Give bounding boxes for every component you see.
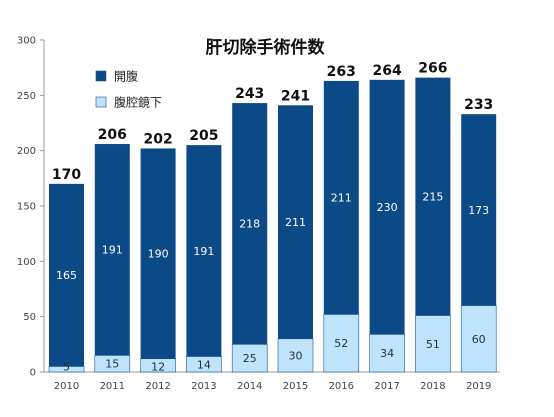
x-tick-label: 2013 xyxy=(191,381,216,392)
y-ticks: 0 50 100 150 200 250 300 xyxy=(17,36,44,379)
y-tick-label: 250 xyxy=(17,91,36,102)
y-tick-label: 200 xyxy=(17,146,36,157)
bar-segment-open xyxy=(94,144,130,356)
bars: 5 165 170 15 191 206 12 190 202 14 191 205 25 218 243 3… xyxy=(48,61,497,374)
data-label-open: 230 xyxy=(377,201,398,214)
y-tick-label: 150 xyxy=(17,202,36,213)
bar-segment-open xyxy=(49,183,84,367)
data-label-laparoscopic: 12 xyxy=(151,361,165,374)
x-tick-label: 2010 xyxy=(54,381,79,392)
data-label-open: 191 xyxy=(193,245,214,258)
total-label: 243 xyxy=(235,86,264,102)
x-tick-label: 2016 xyxy=(329,381,354,392)
bar-segment-open xyxy=(369,79,405,335)
bar-segment-open xyxy=(323,80,359,315)
data-label-open: 215 xyxy=(422,191,443,204)
bar-segment-open xyxy=(415,77,451,316)
x-tick-label: 2014 xyxy=(237,381,262,392)
legend-swatch xyxy=(95,96,107,108)
total-label: 266 xyxy=(418,61,447,77)
x-tick-label: 2017 xyxy=(374,381,399,392)
x-tick-label: 2012 xyxy=(145,381,170,392)
y-tick-label: 300 xyxy=(17,36,36,47)
data-label-laparoscopic: 51 xyxy=(426,338,440,351)
y-tick-label: 0 xyxy=(30,368,36,379)
bar-segment-laparoscopic xyxy=(415,315,451,373)
total-label: 233 xyxy=(464,97,493,113)
data-label-open: 211 xyxy=(285,216,306,229)
bar-segment-laparoscopic xyxy=(323,314,360,373)
data-label-open: 218 xyxy=(239,218,260,231)
data-label-laparoscopic: 14 xyxy=(197,358,211,371)
bar-segment-laparoscopic xyxy=(231,344,268,373)
chart-title: 肝切除手術件数 xyxy=(206,37,326,58)
legend-label: 腹腔鏡下 xyxy=(114,95,162,110)
data-label-laparoscopic: 5 xyxy=(63,361,70,374)
bar-segment-laparoscopic xyxy=(277,338,314,373)
data-label-open: 165 xyxy=(56,269,77,282)
legend-label: 開腹 xyxy=(114,70,138,84)
legend-swatch xyxy=(95,70,107,82)
data-label-laparoscopic: 15 xyxy=(105,358,119,371)
data-label-open: 173 xyxy=(468,204,489,217)
y-tick-label: 100 xyxy=(17,257,36,268)
total-label: 202 xyxy=(143,131,172,147)
total-label: 264 xyxy=(372,63,401,79)
x-tick-label: 2018 xyxy=(420,381,445,392)
bar-segment-open xyxy=(461,114,497,306)
total-label: 170 xyxy=(52,167,81,183)
x-ticks: 2010 2011 2012 2013 2014 2015 2016 2017 2018 2019 xyxy=(54,381,492,392)
data-label-laparoscopic: 52 xyxy=(334,337,348,350)
total-label: 205 xyxy=(189,128,218,144)
total-label: 206 xyxy=(98,127,127,143)
data-label-laparoscopic: 34 xyxy=(380,347,394,360)
data-label-open: 211 xyxy=(331,192,352,205)
bar-segment-laparoscopic xyxy=(460,305,497,373)
bar-segment-open xyxy=(278,105,313,339)
x-tick-label: 2011 xyxy=(100,381,125,392)
data-label-laparoscopic: 30 xyxy=(289,349,303,362)
bar-segment-open xyxy=(186,145,222,357)
data-label-laparoscopic: 25 xyxy=(243,352,257,365)
y-tick-label: 50 xyxy=(23,312,36,323)
data-label-laparoscopic: 60 xyxy=(472,333,486,346)
bar-segment-laparoscopic xyxy=(369,334,405,373)
x-tick-label: 2015 xyxy=(283,381,308,392)
bar-segment-open xyxy=(232,103,268,345)
x-tick-label: 2019 xyxy=(466,381,491,392)
data-label-open: 191 xyxy=(102,244,123,257)
total-label: 241 xyxy=(281,88,310,104)
bar-segment-open xyxy=(140,148,176,359)
total-label: 263 xyxy=(327,64,356,80)
data-label-open: 190 xyxy=(148,248,169,261)
